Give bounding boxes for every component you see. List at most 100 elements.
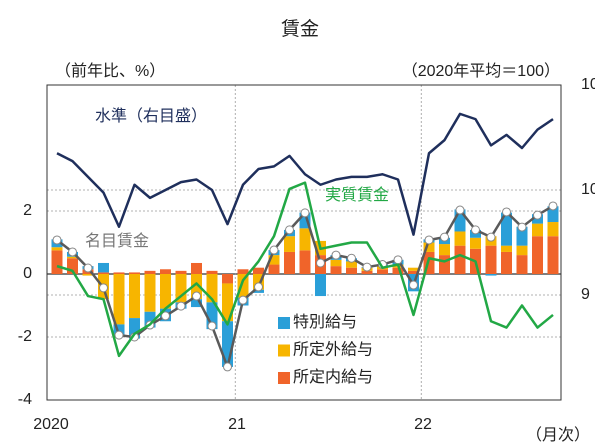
y-tick-label: 2 — [23, 202, 32, 219]
bar — [516, 245, 528, 256]
y-tick-label: -2 — [18, 328, 32, 345]
marker — [300, 208, 310, 218]
bar — [144, 270, 156, 274]
legend-label: 所定内給与 — [293, 368, 373, 386]
marker — [192, 291, 201, 301]
bar — [268, 255, 280, 265]
bar — [532, 223, 543, 237]
y-axis-label: （前年比、%） — [55, 62, 165, 80]
bar — [454, 209, 466, 232]
y2-tick-label: 10 — [581, 76, 595, 93]
bar — [315, 274, 326, 297]
bar — [454, 231, 466, 246]
y2-tick-label: 10 — [581, 181, 595, 198]
bar — [82, 274, 94, 276]
marker — [486, 232, 496, 242]
plot-frame — [46, 84, 562, 401]
series-label: 名目賃金 — [85, 232, 149, 250]
bar — [191, 299, 202, 308]
bar — [439, 255, 450, 274]
bar — [51, 250, 63, 274]
bar — [423, 242, 435, 252]
marker — [548, 201, 558, 211]
bar — [547, 236, 559, 274]
bar — [485, 274, 497, 276]
marker — [440, 232, 449, 242]
x-tick-label: 2020 — [33, 416, 69, 433]
bar — [346, 267, 357, 274]
bar — [160, 274, 171, 309]
bar — [299, 250, 311, 274]
marker — [393, 255, 403, 265]
bar — [346, 261, 357, 268]
marker — [331, 250, 341, 260]
marker — [254, 282, 263, 292]
bar — [284, 251, 295, 274]
y2-tick-label: 9 — [581, 286, 590, 303]
bar — [299, 228, 311, 251]
bar — [485, 245, 497, 274]
bar — [67, 256, 78, 259]
marker — [362, 262, 372, 272]
bar — [470, 237, 481, 249]
bar — [206, 274, 218, 303]
marker — [176, 301, 186, 311]
bar — [129, 274, 140, 319]
line — [56, 112, 554, 236]
bar — [377, 269, 388, 274]
marker — [424, 235, 434, 245]
legend-swatch — [278, 344, 290, 357]
marker — [99, 283, 108, 293]
marker — [83, 263, 93, 273]
bar — [439, 244, 450, 256]
bar — [98, 262, 109, 273]
bar — [144, 311, 156, 328]
bar — [222, 274, 233, 284]
x-axis-label: （月次） — [526, 426, 590, 443]
bar — [408, 267, 419, 271]
marker — [471, 225, 480, 235]
marker — [409, 280, 418, 290]
bar — [501, 212, 512, 246]
bar — [516, 255, 528, 274]
marker — [238, 295, 248, 305]
bar — [253, 274, 264, 290]
bar — [547, 222, 559, 237]
marker — [269, 245, 279, 255]
y-tick-label: -4 — [18, 391, 32, 408]
series-label: 水準（右目盛） — [95, 107, 207, 125]
bar — [532, 236, 543, 274]
marker — [285, 225, 294, 235]
bar — [330, 266, 342, 274]
marker — [316, 258, 325, 268]
bar — [501, 251, 512, 274]
marker — [455, 205, 465, 215]
bar — [144, 274, 156, 312]
bar — [206, 270, 218, 274]
legend-swatch — [278, 317, 290, 329]
series-label: 実質賃金 — [325, 186, 389, 204]
bar — [175, 270, 187, 274]
y2-axis-label: （2020年平均＝100） — [402, 62, 560, 80]
x-tick-label: 21 — [228, 416, 246, 433]
marker — [347, 253, 356, 263]
bar — [175, 274, 187, 303]
x-tick-label: 22 — [414, 416, 432, 433]
bar — [501, 245, 512, 252]
marker — [502, 207, 511, 217]
bar — [206, 302, 218, 330]
marker — [68, 247, 77, 257]
bar — [253, 267, 264, 274]
marker — [207, 321, 217, 331]
bar — [454, 245, 466, 274]
legend-swatch — [278, 372, 290, 384]
bar — [222, 283, 233, 322]
bar — [51, 247, 63, 251]
bar — [191, 274, 202, 300]
bar — [516, 226, 528, 246]
bar — [268, 264, 280, 274]
bar — [129, 318, 140, 339]
line — [56, 181, 554, 358]
bar — [237, 269, 249, 274]
bar — [237, 274, 249, 298]
